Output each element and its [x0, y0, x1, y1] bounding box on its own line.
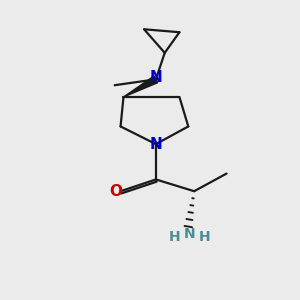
Text: N: N: [149, 136, 162, 152]
Text: N: N: [150, 70, 163, 86]
Text: H: H: [199, 230, 210, 244]
Text: H: H: [169, 230, 181, 244]
Text: N: N: [184, 227, 196, 241]
Text: O: O: [110, 184, 123, 199]
Polygon shape: [124, 76, 158, 97]
